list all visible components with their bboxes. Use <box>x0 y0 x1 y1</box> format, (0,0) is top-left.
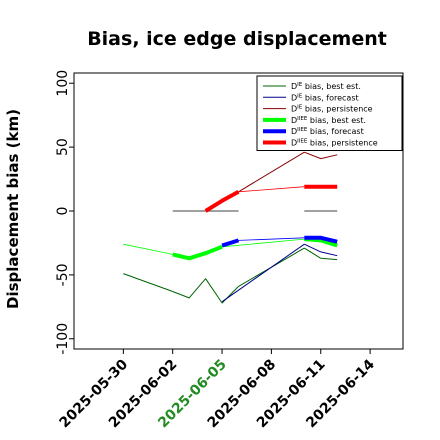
legend-label: DIIEE bias, forecast <box>291 127 364 136</box>
legend-label: DIIEE bias, best est. <box>291 116 366 125</box>
series-diiee-bias-persistence-connector <box>238 186 305 193</box>
series-diiee-bias-best-est-line <box>172 244 223 261</box>
y-tick-label: -100 <box>55 323 71 355</box>
series-die-bias-best-est-line <box>304 247 338 261</box>
y-axis-label: Displacement bias (km) <box>4 109 22 309</box>
legend-label: DIE bias, best est. <box>291 82 361 91</box>
y-tick-label: -50 <box>55 263 71 286</box>
series-diiee-bias-forecast-connector <box>238 237 305 241</box>
legend-label: DIIEE bias, persistence <box>291 139 378 148</box>
series-diiee-bias-forecast-line <box>221 238 240 248</box>
series-diiee-bias-best-est-connector <box>222 238 305 248</box>
series-diiee-bias-best-est-connector <box>123 243 173 255</box>
legend-box <box>256 75 403 151</box>
series-die-bias-persistence-line <box>238 151 305 193</box>
series-die-bias-best-est-line <box>123 273 173 292</box>
y-tick-label: 0 <box>55 207 71 216</box>
series-die-bias-forecast-line <box>221 289 239 303</box>
series-die-bias-forecast-line <box>304 243 338 257</box>
series-die-bias-forecast-line <box>238 243 305 291</box>
y-tick-label: 100 <box>55 70 71 97</box>
series-die-bias-best-est-line <box>172 278 239 304</box>
y-tick-label: 50 <box>55 138 71 156</box>
series-diiee-bias-persistence-line <box>204 190 240 213</box>
series-die-bias-persistence-line <box>304 151 338 160</box>
legend-label: DIE bias, forecast <box>291 93 359 102</box>
chart-title: Bias, ice edge displacement <box>87 28 387 50</box>
legend-label: DIE bias, persistence <box>291 105 373 114</box>
series-diiee-bias-forecast-line <box>304 235 338 244</box>
